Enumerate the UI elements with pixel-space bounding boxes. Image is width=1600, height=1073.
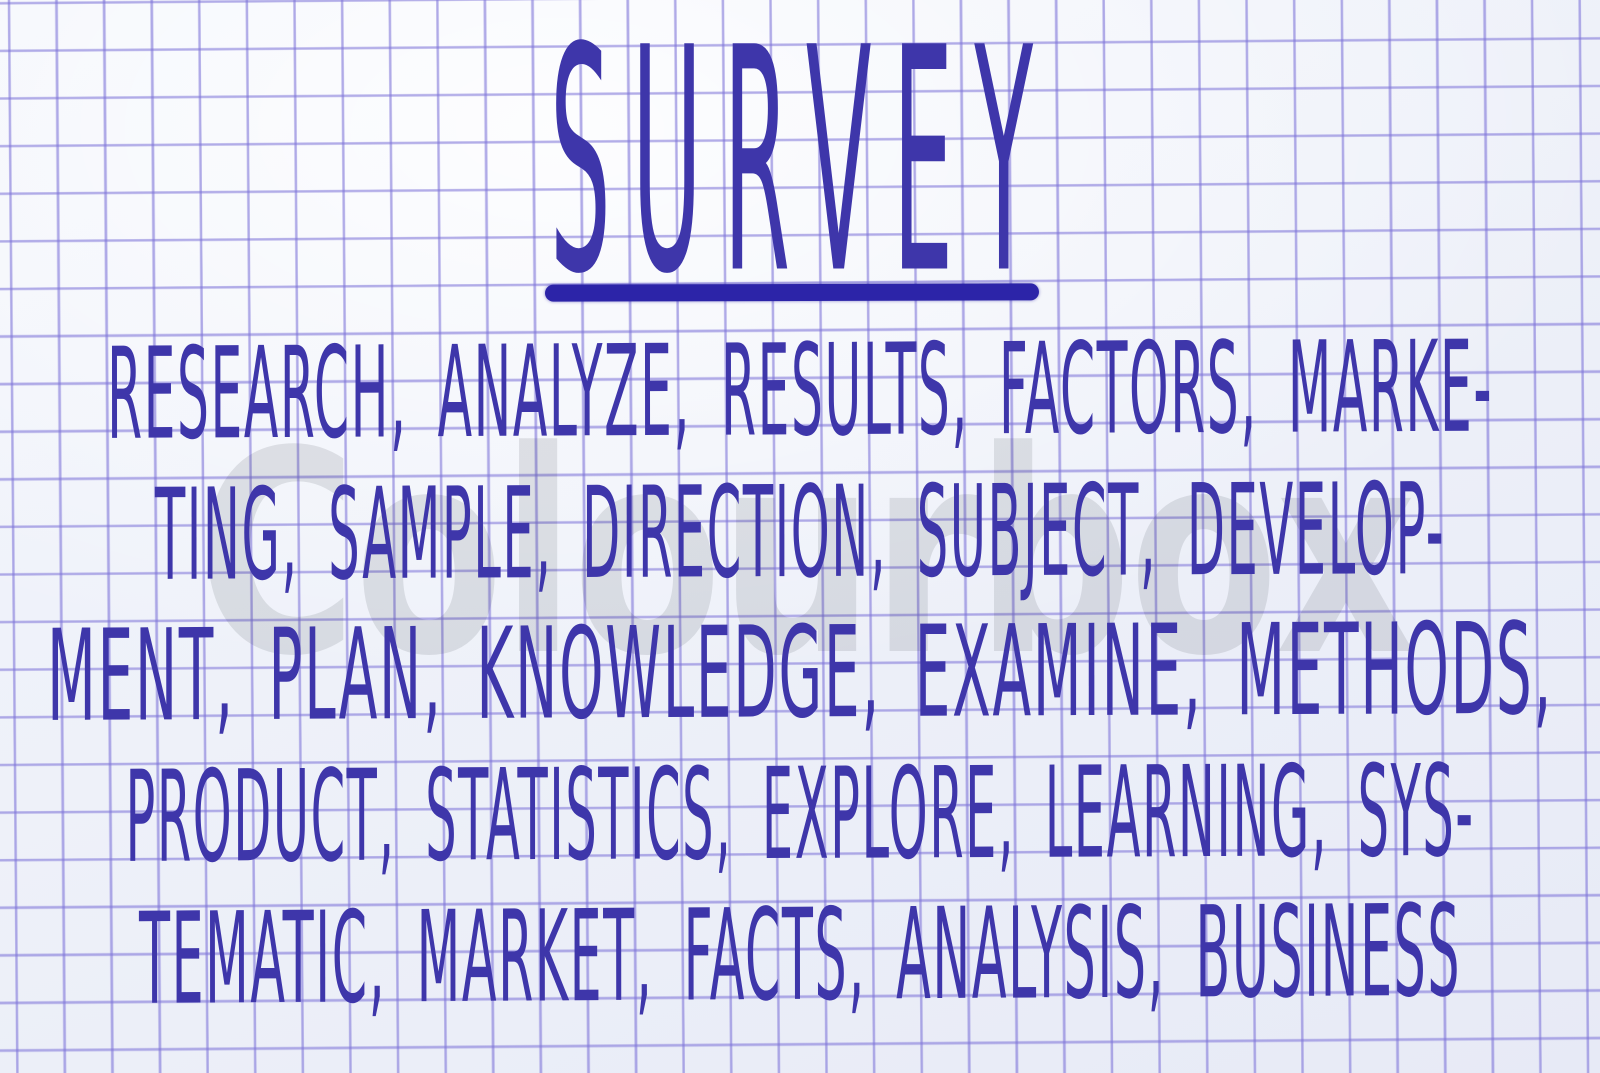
title-underline xyxy=(544,283,1040,302)
watermark-text: Colourbox xyxy=(196,392,1416,718)
word-line: RESEARCH, ANALYZE, RESULTS, FACTORS, MAR… xyxy=(107,313,1494,468)
word-line: TEMATIC, MARKET, FACTS, ANALYSIS, BUSINE… xyxy=(138,877,1462,1033)
word-line: TING, SAMPLE, DIRECTION, SUBJECT, DEVELO… xyxy=(154,456,1446,609)
word-line: PRODUCT, STATISTICS, EXPLORE, LEARNING, … xyxy=(125,737,1475,891)
page-title: SURVEY xyxy=(549,0,1055,343)
word-line: MENT, PLAN, KNOWLEDGE, EXAMINE, METHODS, xyxy=(47,595,1554,750)
